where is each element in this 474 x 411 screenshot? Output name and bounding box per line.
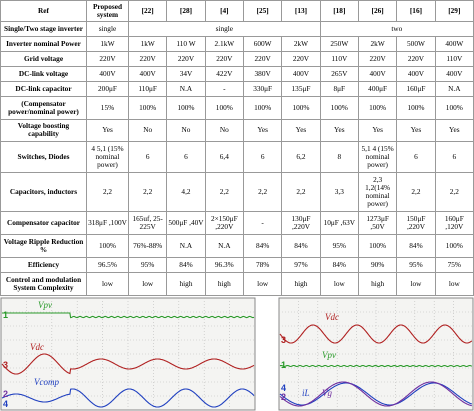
cell: 150μF ,220V [396,211,436,236]
channel-marker: 2 [3,389,8,399]
table-row: DC-link voltage 400V 400V 34V 422V 380V 400V 26… [0,65,474,82]
cell: low [86,272,129,296]
cell: low [434,272,474,296]
cell: 76%-88% [127,234,168,259]
cell: low [242,272,283,296]
table-row: Efficiency 96.5% 95% 84% 96.3% 78% 97% 84% 90% 95… [0,257,474,274]
cell: 2,2 [434,172,474,213]
wave-vg [279,381,472,407]
row-label: DC-link voltage [0,65,87,82]
table-row: Voltage boosting capability Yes No No No Yes Y… [0,118,474,143]
trace-label: Vdc [325,312,339,322]
cell: 6,2 [281,141,321,174]
comparison-table: Ref Proposed system [22] [28] [4] [25] [13] [18… [0,0,474,296]
cell: 5,1 4 (15% nominal power) [357,141,398,174]
trace-label: Vpv [38,300,52,310]
trace-label: Vpv [322,350,336,360]
channel-marker: 3 [3,360,8,370]
header-cell: [29] [434,0,474,22]
channel-marker: 4 [281,383,286,393]
cell: 2,2 [396,172,436,213]
channel-marker: 1 [3,310,8,320]
trace-label: Vg [322,388,332,398]
table-row: Voltage Ripple Reduction % 100% 76%-88% N.A… [0,234,474,259]
cell: 100% [434,234,474,259]
channel-marker: 2 [281,392,286,402]
cell: 6 [434,141,474,174]
header-cell: Ref [0,0,87,22]
wave-dc [1,353,255,375]
header-cell: [4] [204,0,244,22]
cell: 2,2 [242,172,283,213]
cell: 34V [166,65,206,82]
cell: 2,2 [86,172,129,213]
cell: 265V [319,65,359,82]
header-cell: Proposed system [86,0,129,22]
row-label: Capacitors, inductors [0,172,87,213]
cell: low [319,272,359,296]
channel-marker: 1 [281,360,286,370]
header-cell: [28] [166,0,206,22]
header-cell: [13] [281,0,321,22]
row-label: Control and modulation System Complexity [0,272,87,296]
cell: low [396,272,436,296]
row-label: Switches, Diodes [0,141,87,174]
trace-label: Vdc [30,342,44,352]
table-row: Control and modulation System Complexity… [0,272,474,296]
table-row: Switches, Diodes 4 5,1 (15% nominal power… [0,141,474,174]
trace-label: Vcomp [34,377,59,387]
channel-marker: 3 [281,335,286,345]
cell: 2,2 [281,172,321,213]
header-cell: [22] [127,0,168,22]
wave-dc [279,324,473,344]
cell: 400V [281,65,321,82]
wave-comp [1,388,255,408]
cell: 2,3 1,2(14% nominal power) [357,172,398,213]
cell: 220V [204,50,244,67]
wave-pv [279,364,473,368]
table-row: Grid voltage 220V 220V 220V 220V 220V 220V 110V… [0,50,474,67]
cell: 400V [357,65,398,82]
cell: 220V [127,50,168,67]
cell: 6 [396,141,436,174]
cell: 4,2 [166,172,206,213]
cell: 400V [434,65,474,82]
cell: 100% [86,234,129,259]
cell: 220V [357,50,398,67]
cell: 4 5,1 (15% nominal power) [86,141,129,174]
channel-marker: 4 [3,399,8,409]
row-label: Voltage Ripple Reduction % [0,234,87,259]
wave-pv [2,312,255,319]
table-row: Capacitors, inductors 2,2 2,2 4,2 2,2 2,2 2,2 3… [0,172,474,213]
header-row: Ref Proposed system [22] [28] [4] [25] [13] [18… [0,0,474,22]
cell: 110V [434,50,474,67]
cell: 6 [166,141,206,174]
trace-label: iL [302,388,310,398]
